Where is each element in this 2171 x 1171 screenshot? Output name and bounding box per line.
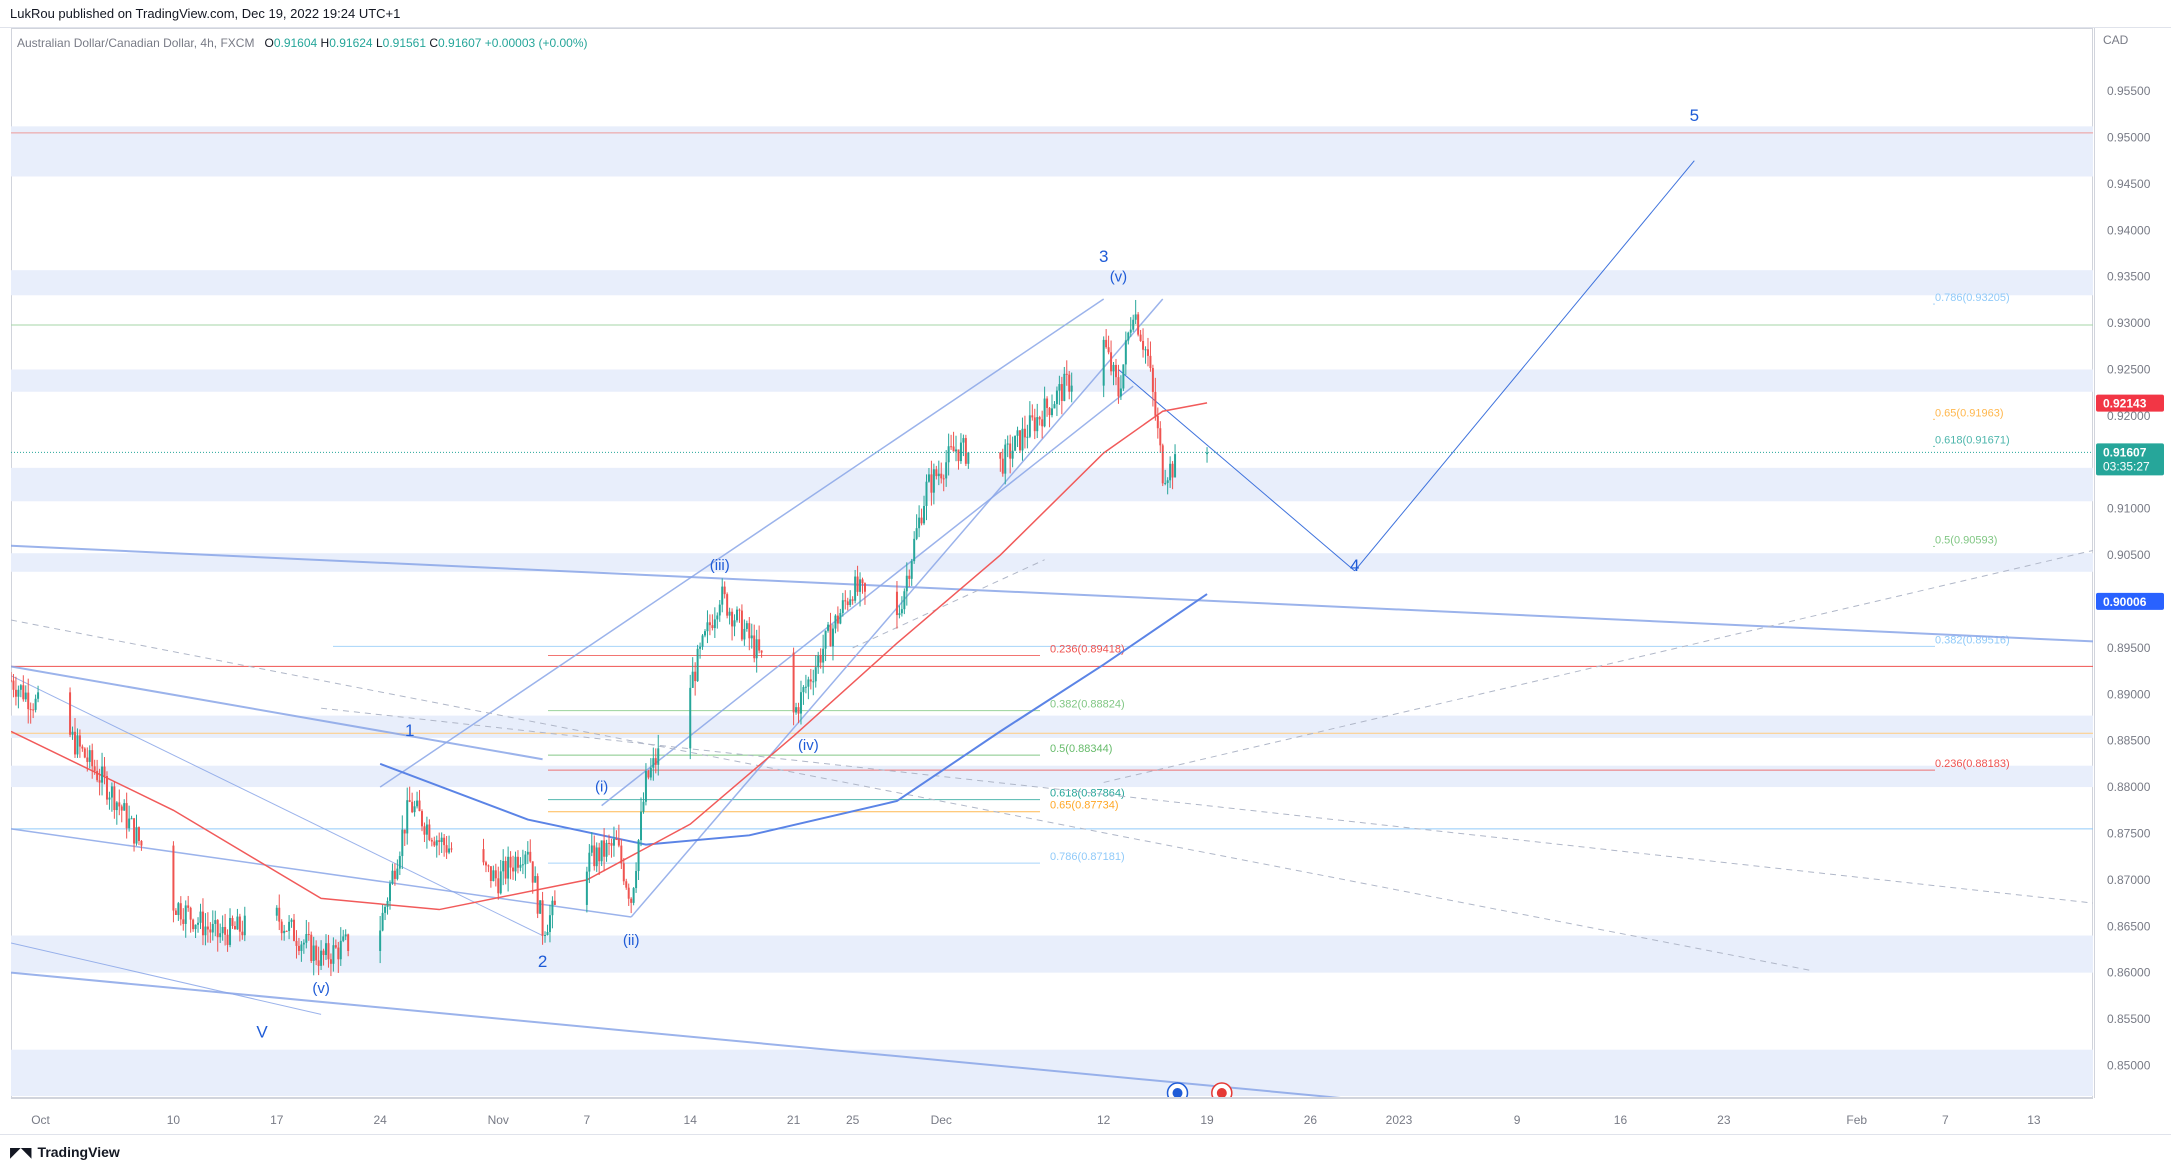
chart-area[interactable]: [11, 28, 2093, 1098]
price-axis[interactable]: [2094, 28, 2171, 1098]
tradingview-logo-icon: ◤◥: [10, 1144, 32, 1160]
tradingview-logo[interactable]: ◤◥ TradingView: [10, 1144, 120, 1161]
published-text: LukRou published on TradingView.com, Dec…: [10, 6, 401, 21]
published-header: LukRou published on TradingView.com, Dec…: [0, 0, 2171, 28]
change-value: +0.00003 (+0.00%): [484, 36, 588, 50]
low-value: 0.91561: [382, 36, 427, 50]
open-value: 0.91604: [273, 36, 318, 50]
low-label: L: [375, 36, 383, 50]
close-value: 0.91607: [438, 36, 482, 50]
footer: ◤◥ TradingView: [0, 1134, 2171, 1171]
open-label: O: [264, 36, 274, 50]
time-axis[interactable]: [11, 1098, 2093, 1135]
symbol-legend: Australian Dollar/Canadian Dollar, 4h, F…: [17, 36, 588, 50]
close-label: C: [429, 36, 439, 50]
high-label: H: [320, 36, 330, 50]
tradingview-brand: TradingView: [37, 1144, 120, 1160]
symbol-name: Australian Dollar/Canadian Dollar, 4h, F…: [17, 36, 255, 50]
high-value: 0.91624: [329, 36, 373, 50]
